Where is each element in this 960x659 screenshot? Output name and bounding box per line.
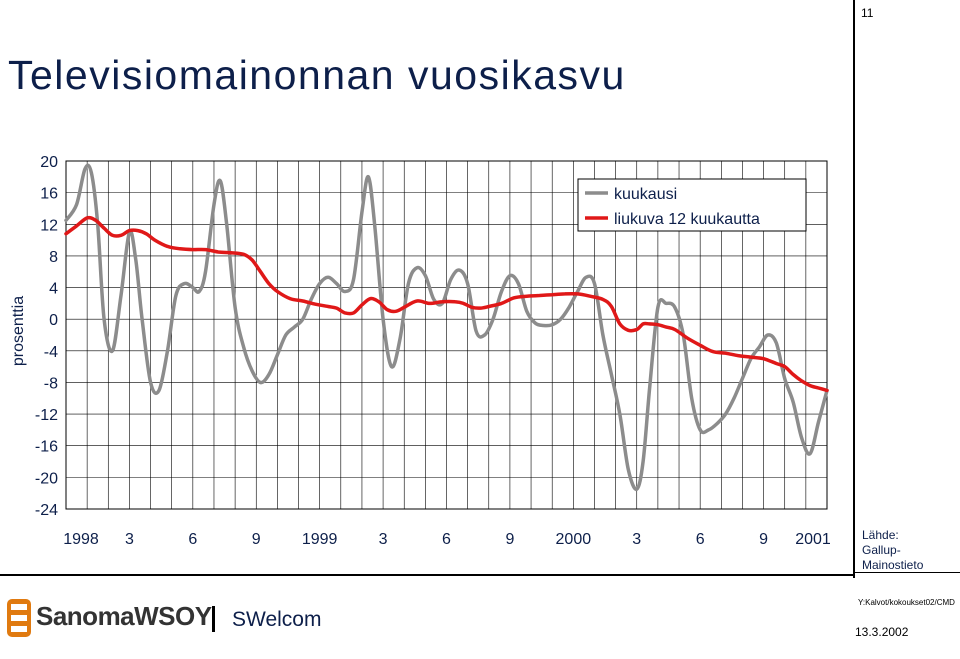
source-name: Gallup-Mainostieto	[862, 543, 924, 572]
y-tick-label: 4	[49, 281, 58, 298]
x-tick-label: 1999	[302, 531, 338, 548]
brand-name-secondary: SWelcom	[232, 608, 322, 631]
y-tick-label: -8	[44, 375, 58, 392]
x-tick-label: 6	[696, 531, 705, 548]
x-tick-label: 2001	[795, 531, 831, 548]
file-path: Y:Kalvot/kokoukset02/CMD	[858, 598, 955, 607]
y-tick-label: -16	[35, 439, 58, 456]
bottom-border-line	[0, 574, 855, 576]
y-tick-label: 20	[40, 154, 58, 171]
footer-date: 13.3.2002	[855, 625, 909, 639]
y-tick-label: 12	[40, 217, 58, 234]
y-tick-label: -4	[44, 344, 58, 361]
legend-label: liukuva 12 kuukautta	[614, 211, 760, 228]
slide-title: Televisiomainonnan vuosikasvu	[8, 52, 626, 98]
sanoma-logo-icon	[7, 599, 31, 637]
y-tick-label: 0	[49, 312, 58, 329]
source-label: Lähde:	[862, 528, 899, 542]
footer-divider	[212, 606, 215, 632]
series-line-kuukausi	[64, 163, 829, 491]
source-note: Lähde: Gallup-Mainostieto	[862, 528, 960, 573]
right-border-line	[853, 0, 855, 578]
y-tick-label: -24	[35, 502, 58, 519]
x-tick-label: 3	[125, 531, 134, 548]
x-tick-label: 6	[188, 531, 197, 548]
x-tick-label: 2000	[556, 531, 592, 548]
y-tick-label: -12	[35, 407, 58, 424]
page-number: 11	[861, 6, 874, 20]
x-tick-label: 3	[379, 531, 388, 548]
y-tick-label: -20	[35, 470, 58, 487]
bottom-border-line-right	[855, 572, 960, 573]
x-tick-label: 9	[505, 531, 514, 548]
y-tick-label: 8	[49, 249, 58, 266]
x-tick-label: 1998	[63, 531, 99, 548]
legend-label: kuukausi	[614, 186, 677, 203]
x-tick-label: 3	[632, 531, 641, 548]
x-tick-label: 6	[442, 531, 451, 548]
y-tick-label: 16	[40, 186, 58, 203]
legend-box	[577, 178, 807, 232]
x-tick-label: 9	[759, 531, 768, 548]
brand-name: SanomaWSOY	[36, 601, 212, 631]
series-line-liukuva	[64, 215, 829, 393]
x-tick-label: 9	[252, 531, 261, 548]
